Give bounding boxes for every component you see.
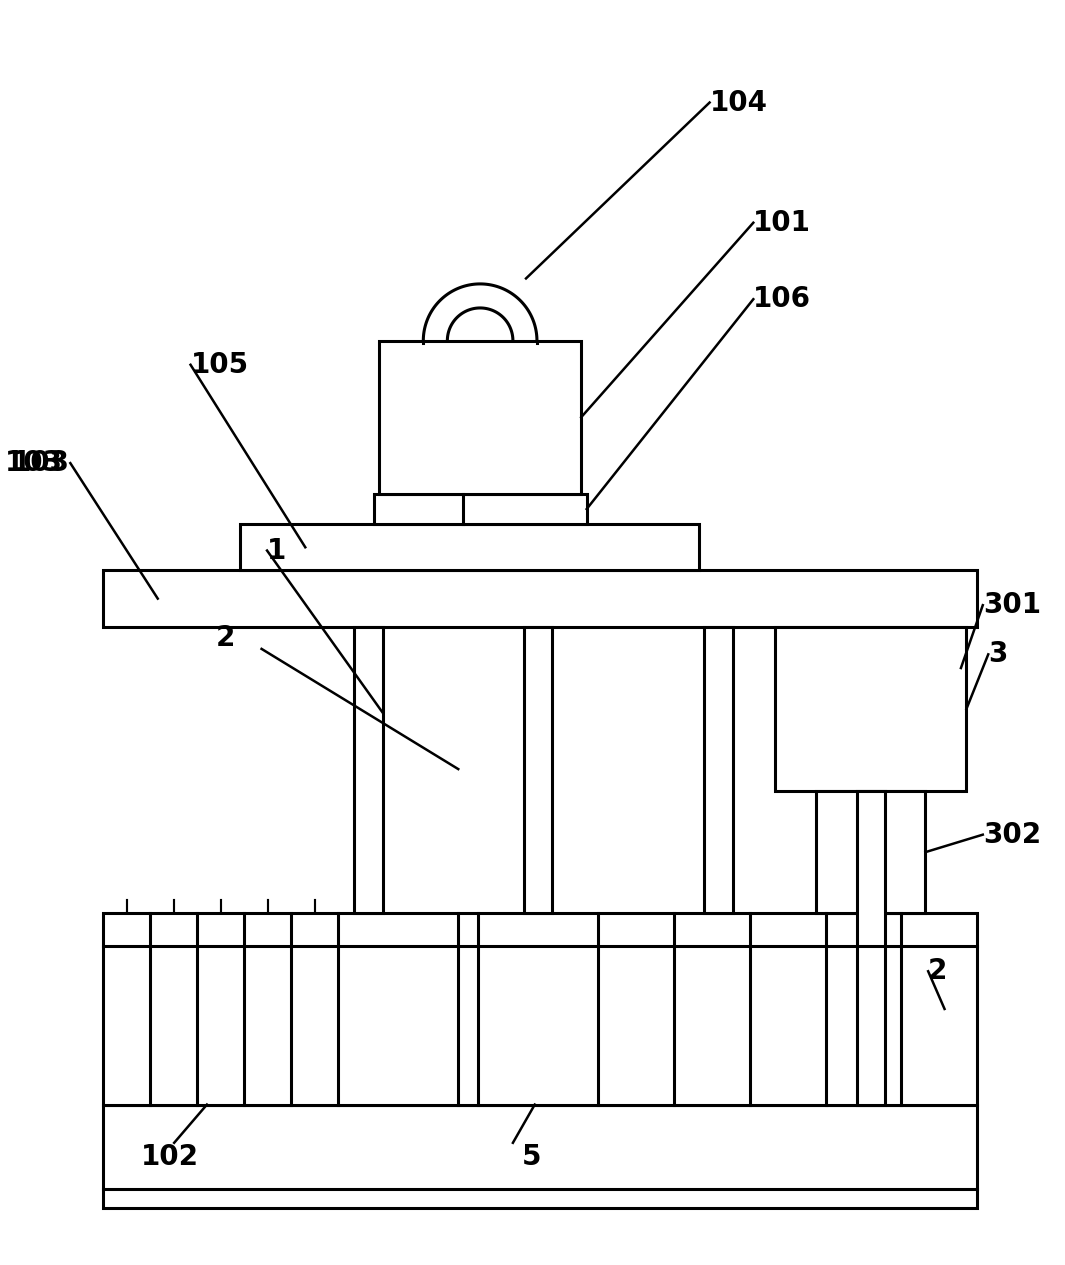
Text: 103: 103 — [13, 449, 70, 477]
Bar — [103, 913, 978, 1104]
Bar — [856, 791, 885, 1104]
Text: 1: 1 — [267, 536, 286, 564]
Text: 3: 3 — [988, 640, 1007, 668]
Bar — [704, 627, 733, 913]
Text: 302: 302 — [983, 821, 1041, 849]
Bar — [240, 524, 699, 571]
Text: 101: 101 — [753, 209, 812, 237]
Text: 104: 104 — [709, 89, 768, 116]
Text: 102: 102 — [142, 1144, 199, 1171]
Text: 103: 103 — [4, 449, 63, 477]
Bar — [374, 493, 587, 524]
Text: 106: 106 — [753, 285, 812, 314]
Bar — [524, 627, 553, 913]
Text: 2: 2 — [929, 958, 948, 985]
Text: 301: 301 — [983, 591, 1041, 619]
Bar — [816, 791, 925, 913]
Bar — [103, 571, 978, 627]
Text: 2: 2 — [216, 624, 235, 651]
Bar — [379, 340, 581, 493]
Bar — [355, 627, 383, 913]
Text: 5: 5 — [522, 1144, 541, 1171]
Text: 105: 105 — [191, 350, 248, 378]
Bar — [775, 627, 966, 791]
Bar — [103, 1104, 978, 1208]
